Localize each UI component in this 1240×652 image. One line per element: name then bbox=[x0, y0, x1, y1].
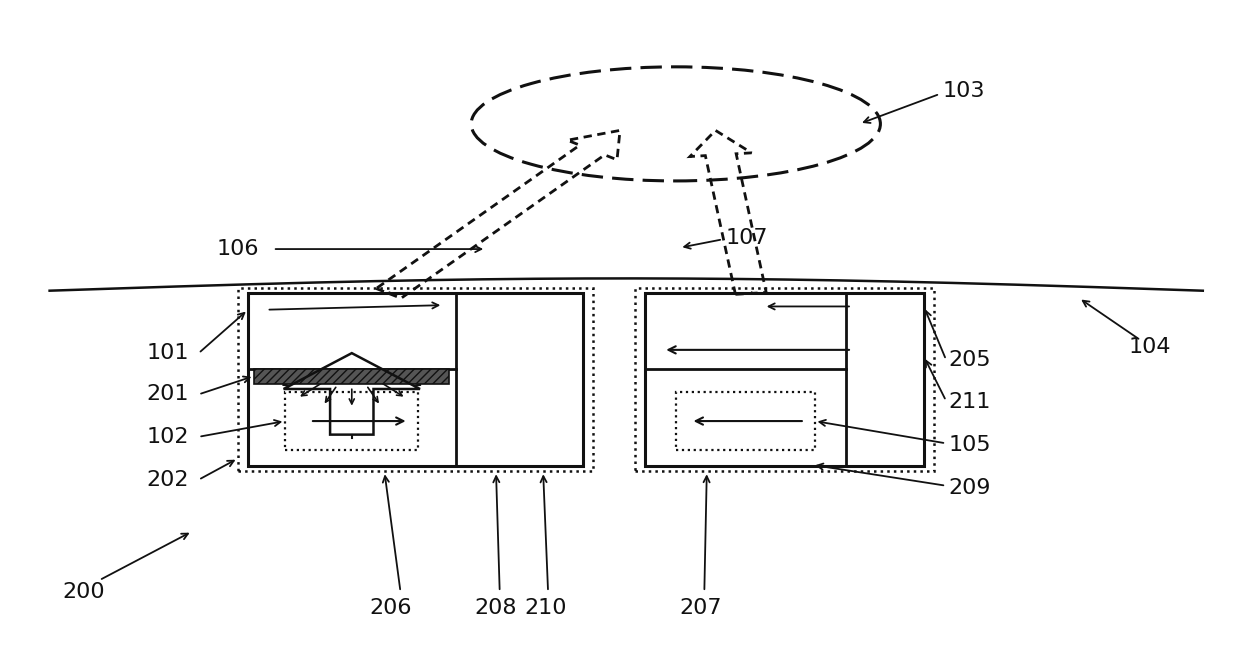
Bar bbox=[238, 288, 593, 471]
Text: 201: 201 bbox=[146, 385, 188, 404]
Text: 102: 102 bbox=[146, 427, 188, 447]
Text: 202: 202 bbox=[146, 470, 188, 490]
Bar bbox=[285, 393, 418, 450]
Text: 101: 101 bbox=[146, 344, 188, 363]
Text: 106: 106 bbox=[217, 239, 259, 259]
Text: 207: 207 bbox=[680, 598, 722, 617]
Text: 206: 206 bbox=[370, 598, 412, 617]
Bar bbox=[676, 393, 815, 450]
Text: 211: 211 bbox=[949, 393, 991, 412]
Text: 208: 208 bbox=[475, 598, 517, 617]
Bar bbox=[635, 288, 934, 471]
Bar bbox=[645, 293, 924, 466]
Text: 200: 200 bbox=[62, 582, 104, 602]
Text: 105: 105 bbox=[949, 435, 991, 454]
Bar bbox=[254, 370, 449, 384]
Text: 209: 209 bbox=[949, 478, 991, 497]
Text: 107: 107 bbox=[725, 228, 768, 248]
Text: 103: 103 bbox=[942, 82, 985, 101]
Text: 205: 205 bbox=[949, 350, 991, 370]
Bar bbox=[248, 293, 583, 466]
Text: 104: 104 bbox=[1128, 337, 1171, 357]
Text: 210: 210 bbox=[525, 598, 567, 617]
